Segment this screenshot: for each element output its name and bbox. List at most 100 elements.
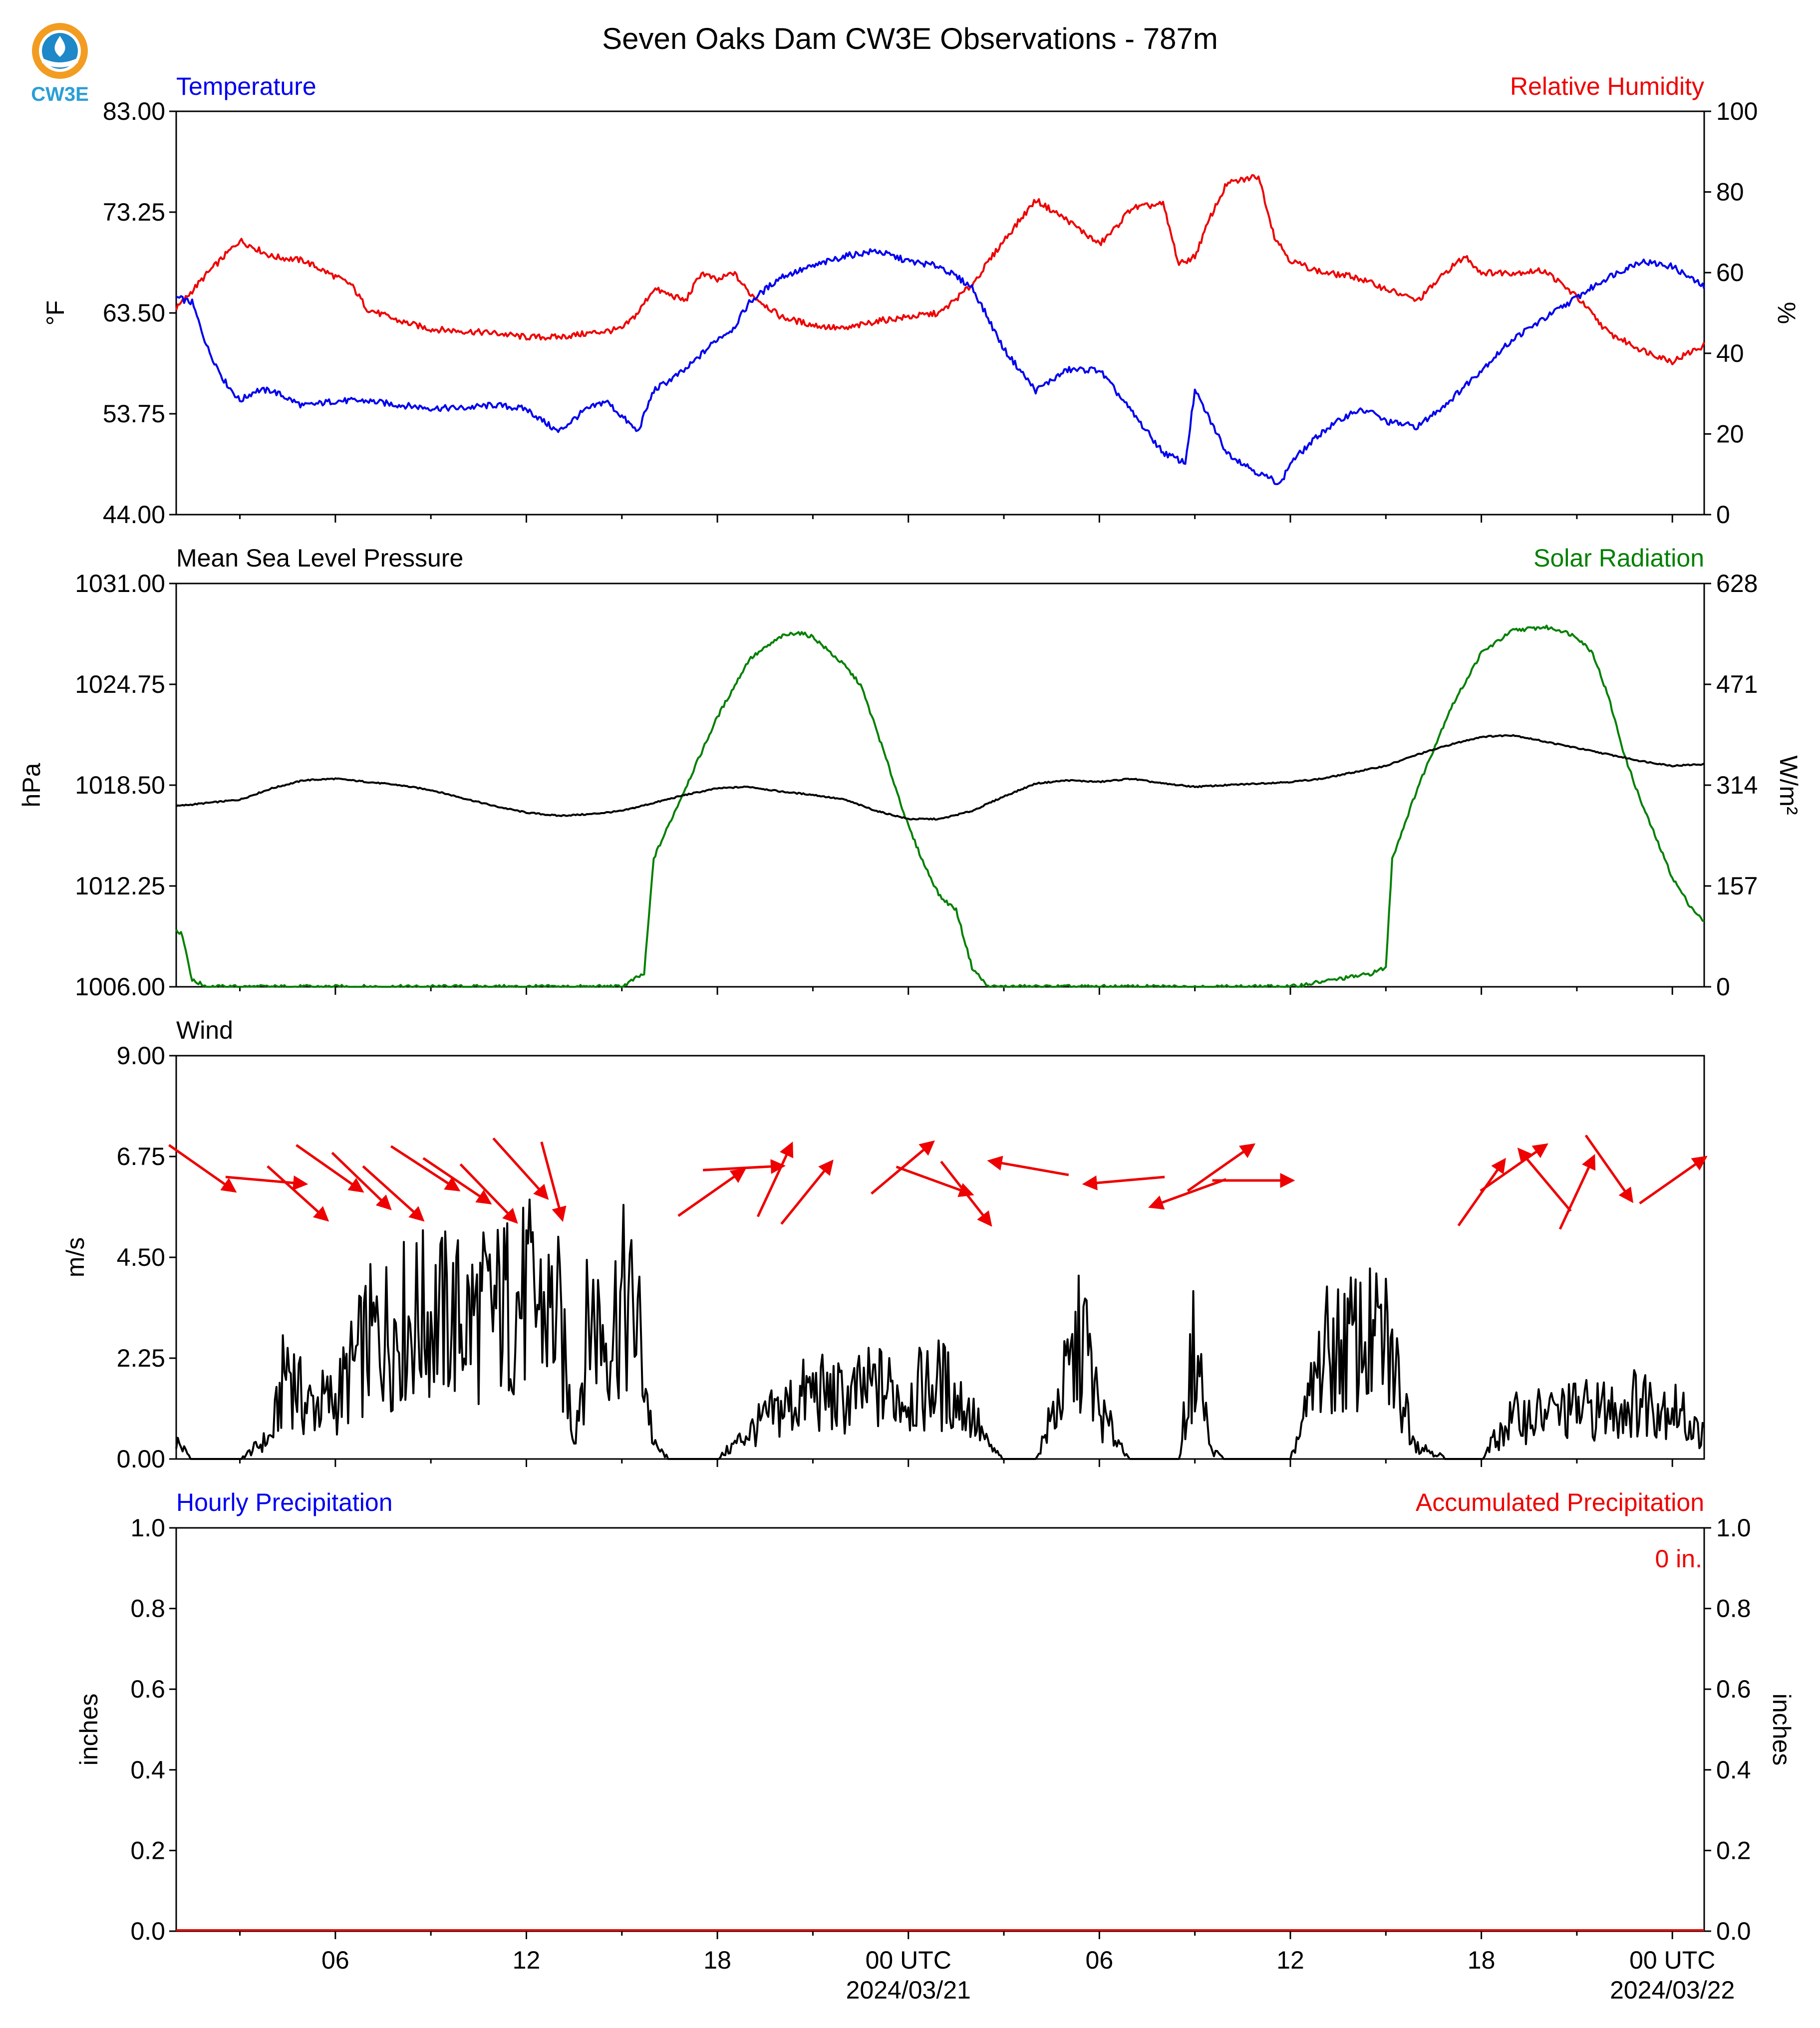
y-tick-label: 1018.50 <box>75 771 165 799</box>
wind-direction-arrow <box>459 1163 518 1224</box>
wind-y-ticks: 9.00 6.75 4.50 2.25 0.00 <box>117 1042 176 1473</box>
wind-panel: Wind m/s 9.00 6.75 4.50 2.25 0.00 <box>61 1016 1708 1473</box>
y-tick-label: 80 <box>1716 178 1744 206</box>
temperature-x-ticks <box>239 515 1673 523</box>
wind-direction-arrow <box>1584 1135 1634 1203</box>
pressure-unit: hPa <box>17 763 45 807</box>
precip-panel-frame <box>175 1527 1705 1932</box>
wind-unit: m/s <box>61 1237 89 1278</box>
precip-x-ticks <box>239 1931 1673 1939</box>
y-tick-label: 0.8 <box>130 1595 165 1623</box>
humidity-y-ticks: 100 80 60 40 20 0 <box>1704 97 1758 529</box>
y-tick-label: 73.25 <box>103 198 165 226</box>
wind-direction-arrow <box>422 1157 492 1205</box>
pressure-panel: Mean Sea Level Pressure Solar Radiation … <box>17 544 1803 1001</box>
y-tick-label: 40 <box>1716 339 1744 367</box>
accum-precip-unit: inches <box>1768 1694 1796 1766</box>
y-tick-label: 0.4 <box>130 1756 165 1784</box>
y-tick-label: 0.6 <box>130 1675 165 1703</box>
y-tick-label: 1.0 <box>130 1514 165 1542</box>
hourly-precip-y-ticks: 1.0 0.8 0.6 0.4 0.2 0.0 <box>130 1514 176 1945</box>
wind-direction-arrow <box>896 1165 974 1197</box>
x-tick-label: 00 UTC <box>866 1946 951 1974</box>
x-tick-label: 18 <box>1468 1946 1496 1974</box>
y-tick-label: 1006.00 <box>75 973 165 1001</box>
wind-direction-arrow <box>780 1159 834 1225</box>
y-tick-label: 0.6 <box>1716 1675 1751 1703</box>
y-tick-label: 314 <box>1716 771 1758 799</box>
temperature-unit: °F <box>41 300 69 326</box>
wind-direction-arrow <box>168 1144 237 1193</box>
wind-direction-arrow <box>1148 1178 1226 1210</box>
hourly-precip-unit: inches <box>75 1694 103 1766</box>
x-tick-label: 18 <box>703 1946 731 1974</box>
wind-series <box>175 1198 1705 1460</box>
wind-direction-arrow <box>540 1142 567 1222</box>
wind-direction-arrow <box>987 1156 1069 1176</box>
y-tick-label: 628 <box>1716 570 1758 597</box>
y-tick-label: 0 <box>1716 501 1730 529</box>
wind-direction-arrow <box>1457 1158 1506 1226</box>
x-tick-label: 06 <box>321 1946 349 1974</box>
pressure-series <box>175 624 1705 988</box>
solar-radiation-line <box>175 624 1705 988</box>
y-tick-label: 4.50 <box>117 1243 165 1271</box>
y-tick-label: 53.75 <box>103 400 165 428</box>
wind-direction-arrow <box>267 1165 329 1222</box>
wind-speed-line <box>175 1198 1705 1460</box>
humidity-unit: % <box>1773 302 1801 324</box>
wind-direction-arrow <box>1480 1143 1548 1192</box>
wind-direction-arrow <box>492 1137 549 1200</box>
wind-direction-arrow <box>225 1175 308 1190</box>
cw3e-logo: CW3E <box>29 21 104 106</box>
precip-panel: Hourly Precipitation Accumulated Precipi… <box>75 1488 1796 2004</box>
wind-direction-arrow <box>1639 1156 1708 1204</box>
y-tick-label: 0.2 <box>1716 1836 1751 1864</box>
wind-direction-arrow <box>940 1160 992 1227</box>
temperature-panel: Temperature Relative Humidity °F % 83.00… <box>41 72 1801 529</box>
x-tick-label: 12 <box>513 1946 541 1974</box>
wind-direction-arrow <box>331 1152 392 1210</box>
solar-label: Solar Radiation <box>1533 544 1704 572</box>
y-tick-label: 157 <box>1716 872 1758 900</box>
pressure-label: Mean Sea Level Pressure <box>176 544 463 572</box>
wind-direction-arrow <box>1558 1154 1596 1230</box>
temperature-panel-frame <box>175 110 1705 516</box>
pressure-y-ticks: 1031.00 1024.75 1018.50 1012.25 1006.00 <box>75 570 176 1001</box>
humidity-label: Relative Humidity <box>1510 72 1704 100</box>
y-tick-label: 60 <box>1716 259 1744 287</box>
y-tick-label: 44.00 <box>103 501 165 529</box>
y-tick-label: 0.2 <box>130 1836 165 1864</box>
solar-unit: W/m² <box>1775 755 1803 815</box>
wind-direction-arrow <box>296 1144 364 1193</box>
x-tick-label: 06 <box>1086 1946 1114 1974</box>
y-tick-label: 2.25 <box>117 1344 165 1372</box>
y-tick-label: 6.75 <box>117 1143 165 1170</box>
y-tick-label: 1024.75 <box>75 670 165 698</box>
accum-total-text: 0 in. <box>1655 1545 1702 1573</box>
y-tick-label: 0.0 <box>130 1917 165 1945</box>
y-tick-label: 20 <box>1716 420 1744 448</box>
logo-text: CW3E <box>31 83 89 105</box>
y-tick-label: 0.0 <box>1716 1917 1751 1945</box>
temperature-y-ticks: 83.00 73.25 63.50 53.75 44.00 <box>103 97 176 529</box>
y-tick-label: 471 <box>1716 670 1758 698</box>
y-tick-label: 0 <box>1716 973 1730 1001</box>
accum-precip-y-ticks: 1.0 0.8 0.6 0.4 0.2 0.0 <box>1704 1514 1751 1945</box>
wind-direction-arrow <box>390 1145 461 1191</box>
wind-direction-arrows <box>168 1135 1708 1230</box>
y-tick-label: 1.0 <box>1716 1514 1751 1542</box>
temperature-series <box>175 174 1705 485</box>
wind-direction-arrow <box>1517 1148 1572 1212</box>
wind-x-ticks <box>239 1459 1673 1467</box>
chart-title: Seven Oaks Dam CW3E Observations - 787m <box>602 22 1218 55</box>
wind-direction-arrow <box>362 1165 425 1222</box>
x-date-label: 2024/03/22 <box>1610 1976 1735 2004</box>
temperature-label: Temperature <box>176 72 316 100</box>
wind-direction-arrow <box>1187 1143 1256 1192</box>
y-tick-label: 63.50 <box>103 299 165 327</box>
y-tick-label: 0.4 <box>1716 1756 1751 1784</box>
x-date-label: 2024/03/21 <box>846 1976 971 2004</box>
wind-direction-arrow <box>756 1142 794 1217</box>
